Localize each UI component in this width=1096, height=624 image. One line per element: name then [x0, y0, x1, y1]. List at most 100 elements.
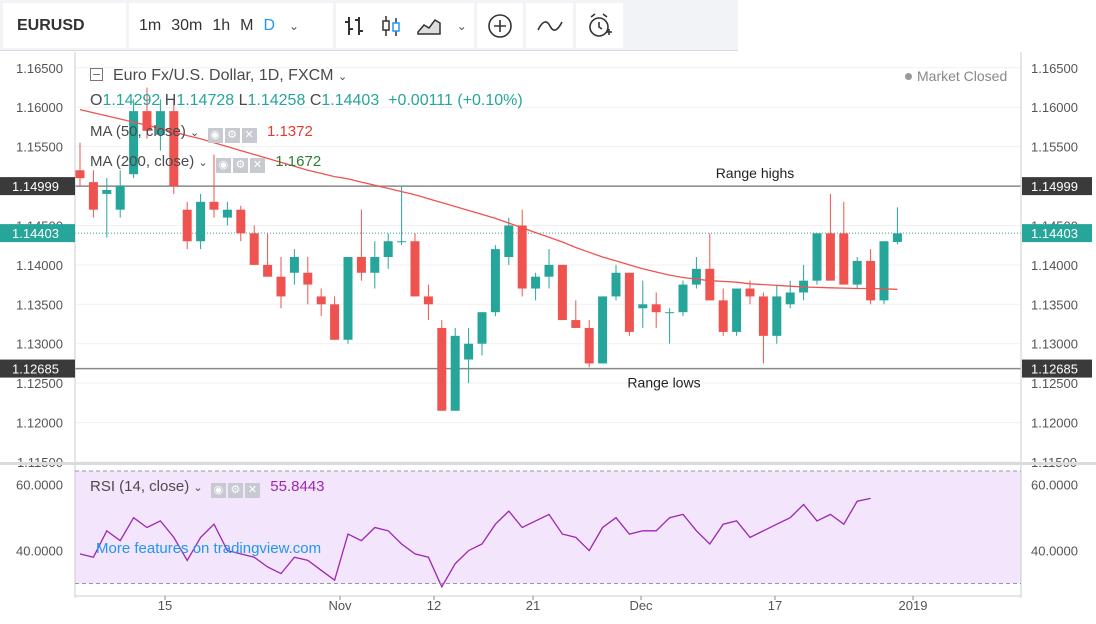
ma50-legend[interactable]: MA (50, close) ⌄ ◉ ⚙ ✕ 1.1372: [90, 123, 313, 143]
settings-icon[interactable]: ⚙: [224, 128, 240, 143]
bar-style-icon[interactable]: [343, 14, 365, 38]
candle-body[interactable]: [102, 189, 112, 194]
chevron-down-icon[interactable]: ⌄: [289, 18, 300, 33]
candle-body[interactable]: [423, 296, 433, 305]
candle-body[interactable]: [155, 111, 165, 135]
candle-body[interactable]: [678, 284, 688, 313]
candle-body[interactable]: [249, 233, 259, 265]
close-icon[interactable]: ✕: [249, 158, 265, 173]
candle-body[interactable]: [370, 257, 380, 273]
candle-body[interactable]: [879, 241, 889, 301]
time-tick-label: Dec: [629, 598, 653, 613]
candle-body[interactable]: [651, 304, 661, 313]
candle-body[interactable]: [772, 296, 782, 336]
candle-body[interactable]: [812, 233, 822, 281]
interval-30m-button[interactable]: 30m: [171, 16, 203, 34]
candle-body[interactable]: [732, 288, 742, 332]
close-icon[interactable]: ✕: [241, 128, 257, 143]
collapse-icon[interactable]: [90, 68, 103, 81]
alert-button[interactable]: [576, 3, 623, 48]
candle-body[interactable]: [598, 296, 608, 364]
add-indicator-button[interactable]: [477, 3, 523, 48]
candle-body[interactable]: [866, 260, 876, 301]
ma200-legend[interactable]: MA (200, close) ⌄ ◉ ⚙ ✕ 1.1672: [90, 153, 321, 173]
interval-1h-button[interactable]: 1h: [212, 16, 231, 34]
symbol-search-button[interactable]: EURUSD: [3, 3, 126, 48]
chevron-down-icon[interactable]: ⌄: [337, 71, 348, 83]
candle-body[interactable]: [397, 241, 407, 243]
visibility-icon[interactable]: ◉: [210, 483, 226, 498]
candle-body[interactable]: [557, 264, 567, 321]
candle-body[interactable]: [169, 111, 179, 187]
candle-body[interactable]: [477, 312, 487, 344]
watermark-link[interactable]: More features on tradingview.com: [96, 540, 322, 557]
candle-body[interactable]: [437, 327, 447, 411]
candle-body[interactable]: [825, 233, 835, 281]
candle-body[interactable]: [115, 186, 125, 210]
visibility-icon[interactable]: ◉: [207, 128, 223, 143]
candle-body[interactable]: [584, 327, 594, 364]
chevron-down-icon[interactable]: ⌄: [456, 18, 467, 33]
settings-icon[interactable]: ⚙: [232, 158, 248, 173]
candle-body[interactable]: [276, 276, 286, 297]
interval-month-button[interactable]: M: [240, 16, 254, 34]
candle-body[interactable]: [785, 292, 795, 305]
candle-body[interactable]: [316, 296, 326, 305]
candle-body[interactable]: [705, 268, 715, 301]
candle-body[interactable]: [745, 288, 755, 297]
candle-body[interactable]: [222, 209, 232, 218]
interval-day-button[interactable]: D: [263, 16, 276, 34]
candle-body[interactable]: [410, 241, 420, 297]
candle-body[interactable]: [490, 249, 500, 313]
chevron-down-icon[interactable]: ⌄: [190, 127, 200, 139]
ohlc-legend: O1.14292 H1.14728 L1.14258 C1.14403 +0.0…: [90, 92, 523, 110]
compare-button[interactable]: [526, 3, 573, 48]
candle-body[interactable]: [718, 300, 728, 332]
chevron-down-icon[interactable]: ⌄: [193, 482, 203, 494]
candle-body[interactable]: [638, 304, 648, 309]
settings-icon[interactable]: ⚙: [227, 483, 243, 498]
candle-body[interactable]: [571, 320, 581, 328]
candle-body[interactable]: [504, 225, 514, 257]
close-icon[interactable]: ✕: [244, 483, 260, 498]
candle-body[interactable]: [464, 343, 474, 360]
candle-body[interactable]: [263, 264, 273, 277]
candle-body[interactable]: [209, 201, 219, 210]
candle-body[interactable]: [303, 272, 313, 285]
candle-body[interactable]: [665, 312, 675, 314]
candle-body[interactable]: [450, 335, 460, 411]
candle-body[interactable]: [356, 257, 366, 273]
candle-body[interactable]: [531, 276, 541, 289]
candle-body[interactable]: [852, 260, 862, 285]
candle-body[interactable]: [142, 111, 152, 131]
candle-body[interactable]: [330, 304, 340, 340]
candle-body[interactable]: [624, 272, 634, 332]
candle-body[interactable]: [196, 201, 206, 242]
candle-body[interactable]: [75, 170, 85, 179]
candle-body[interactable]: [343, 257, 353, 340]
candle-body[interactable]: [544, 264, 554, 277]
candle-body[interactable]: [517, 225, 527, 289]
open-value: 1.14292: [102, 92, 161, 109]
change-value: +0.00111 (+0.10%): [388, 92, 523, 109]
candle-style-icon[interactable]: [380, 14, 402, 38]
candle-body[interactable]: [839, 233, 849, 285]
candle-body[interactable]: [88, 182, 98, 210]
candle-body[interactable]: [892, 233, 902, 243]
pane-separator[interactable]: [0, 462, 1096, 465]
candle-body[interactable]: [289, 257, 299, 273]
candle-body[interactable]: [129, 111, 139, 175]
chevron-down-icon[interactable]: ⌄: [198, 157, 208, 169]
candle-body[interactable]: [758, 296, 768, 336]
candle-body[interactable]: [182, 209, 192, 242]
visibility-icon[interactable]: ◉: [215, 158, 231, 173]
rsi-legend[interactable]: RSI (14, close) ⌄ ◉ ⚙ ✕ 55.8443: [90, 478, 325, 498]
candle-body[interactable]: [236, 209, 246, 234]
chart-style-group: ⌄: [336, 3, 474, 48]
candle-body[interactable]: [383, 241, 393, 257]
interval-1m-button[interactable]: 1m: [139, 16, 162, 34]
candle-body[interactable]: [691, 268, 701, 285]
area-style-icon[interactable]: [416, 14, 442, 38]
candle-body[interactable]: [611, 272, 621, 297]
